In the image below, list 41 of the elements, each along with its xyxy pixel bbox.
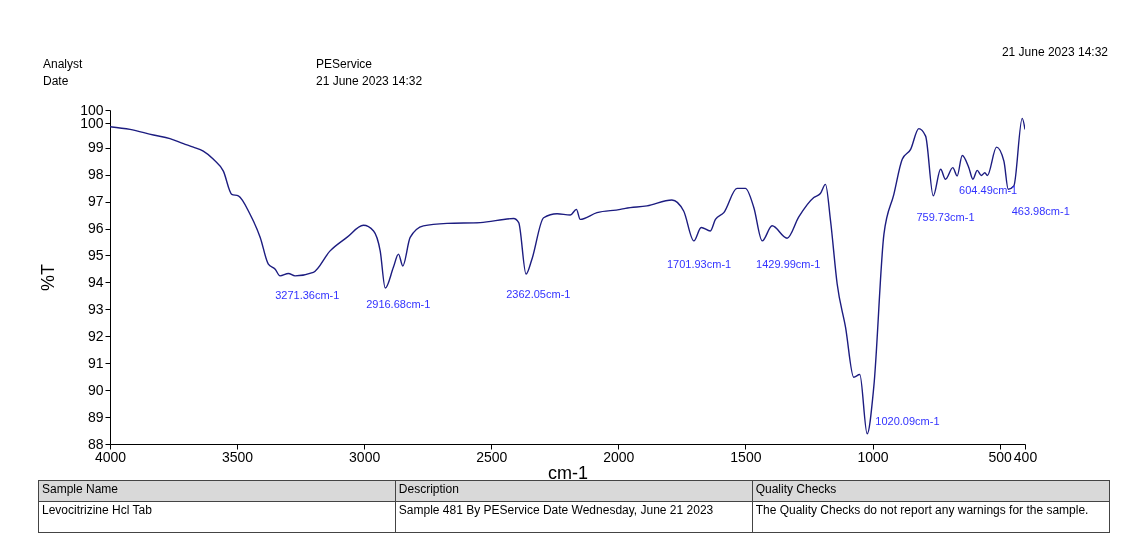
- y-tick-label: 97: [87, 193, 104, 210]
- annotation: 604.49cm-1: [959, 184, 1018, 197]
- annotation: 463.98cm-1: [1011, 205, 1070, 218]
- x-tick-label: 500: [988, 448, 1012, 465]
- text: The Quality Checks do not report any warnings for the sample.: [752, 501, 1110, 533]
- annotation: 759.73cm-1: [916, 210, 975, 223]
- x-tick-label: 1500: [730, 448, 762, 465]
- text: Date: [43, 74, 69, 88]
- annotation: 1701.93cm-1: [666, 257, 732, 270]
- text: Sample Name: [38, 480, 396, 502]
- text: PEService: [316, 57, 373, 71]
- x-tick-label: 2000: [603, 448, 635, 465]
- x-tick-label: 2500: [476, 448, 508, 465]
- y-axis-title: %T: [38, 264, 59, 291]
- x-tick-label: 400: [1013, 448, 1038, 465]
- y-tick-label: 93: [87, 300, 104, 317]
- text: 21 June 2023 14:32: [1001, 45, 1108, 59]
- x-axis-title: cm-1: [548, 462, 588, 483]
- text: Description: [398, 482, 459, 496]
- annotation: 2362.05cm-1: [506, 288, 571, 301]
- y-tick-label: 89: [87, 408, 104, 425]
- y-tick-label: 94: [87, 273, 104, 290]
- y-tick-label: 99: [87, 139, 104, 156]
- annotation: 1020.09cm-1: [875, 414, 940, 427]
- text: Analyst: [43, 57, 83, 71]
- y-tick-label: 98: [87, 166, 104, 183]
- y-tick-label: 95: [87, 246, 104, 263]
- text: Quality Checks: [752, 480, 1110, 502]
- text: Sample 481 By PEService Date Wednesday, June 21 2023: [395, 501, 753, 533]
- x-tick-label: 1000: [857, 448, 889, 465]
- text: 21 June 2023 14:32: [316, 74, 423, 88]
- annotation: 3271.36cm-1: [275, 288, 340, 301]
- y-tick-label: 90: [87, 381, 104, 398]
- text: Levocitrizine Hcl Tab: [38, 501, 396, 533]
- annotation: 2916.68cm-1: [366, 298, 431, 311]
- y-tick-label: 91: [87, 354, 104, 371]
- annotation: 1429.99cm-1: [756, 257, 821, 270]
- x-tick-label: 3000: [349, 448, 381, 465]
- x-tick-label: 3500: [222, 448, 254, 465]
- y-tick-label: 92: [87, 327, 104, 344]
- y-tick-label: 96: [87, 220, 104, 237]
